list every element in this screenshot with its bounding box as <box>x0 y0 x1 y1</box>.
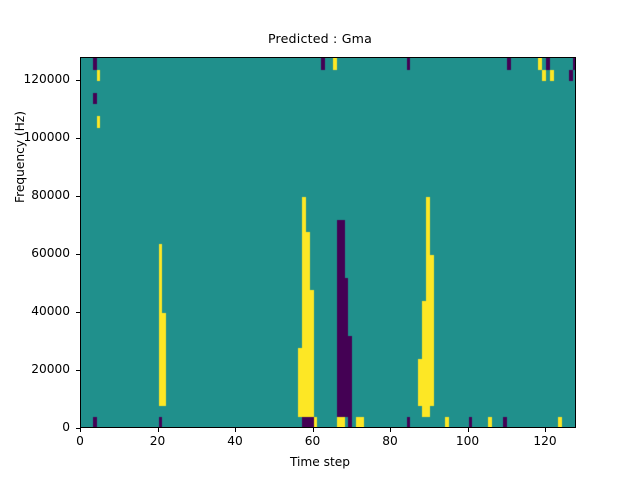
y-tick-mark <box>76 428 80 429</box>
chart-title: Predicted : Gma <box>267 31 373 46</box>
x-tick-mark <box>80 428 81 432</box>
x-tick-label: 40 <box>227 434 243 448</box>
x-tick-mark <box>157 428 159 432</box>
x-tick-mark <box>467 428 469 432</box>
y-tick-label: 80000 <box>31 188 70 203</box>
x-tick-mark <box>235 428 236 432</box>
x-tick-label: 80 <box>382 434 398 448</box>
y-tick-mark <box>76 80 80 82</box>
y-axis-label: Frequency (Hz) <box>13 111 27 203</box>
heatmap-image[interactable] <box>81 58 575 427</box>
y-tick-label: 60000 <box>31 246 70 261</box>
y-tick-label: 100000 <box>23 130 70 145</box>
x-tick-mark <box>312 428 314 432</box>
y-tick-mark <box>76 196 80 198</box>
y-tick-label: 40000 <box>31 304 70 319</box>
x-tick-label: 120 <box>533 434 557 448</box>
y-tick-label: 20000 <box>31 362 70 377</box>
y-tick-mark <box>76 138 80 140</box>
x-axis-label: Time step <box>289 455 351 469</box>
heatmap-axes[interactable] <box>80 57 576 428</box>
y-tick-label: 0 <box>62 420 70 434</box>
x-tick-label: 0 <box>76 434 84 448</box>
x-tick-label: 100 <box>455 434 480 448</box>
x-tick-mark <box>390 428 391 432</box>
y-tick-label: 120000 <box>23 72 70 87</box>
x-tick-label: 20 <box>149 434 166 448</box>
y-tick-mark <box>76 312 80 314</box>
x-tick-mark <box>545 428 546 432</box>
y-tick-mark <box>76 254 80 256</box>
y-tick-mark <box>76 370 80 372</box>
x-tick-label: 60 <box>304 434 321 448</box>
